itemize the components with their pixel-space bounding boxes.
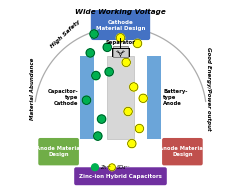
Circle shape	[133, 39, 142, 48]
Circle shape	[135, 124, 144, 133]
Circle shape	[130, 83, 138, 91]
Circle shape	[92, 164, 98, 171]
Text: Cathode
Material Design: Cathode Material Design	[96, 19, 145, 31]
Bar	[107, 56, 134, 139]
Circle shape	[92, 71, 100, 80]
Text: Zinc-ion Hybrid Capacitors: Zinc-ion Hybrid Capacitors	[79, 174, 162, 179]
Circle shape	[97, 115, 106, 123]
Circle shape	[109, 164, 115, 171]
Text: Zn²⁺: Zn²⁺	[100, 165, 111, 170]
Circle shape	[103, 43, 111, 51]
Text: Anode Material
Design: Anode Material Design	[36, 146, 81, 157]
FancyBboxPatch shape	[74, 167, 167, 185]
Text: Battery-
type
Anode: Battery- type Anode	[163, 89, 187, 106]
Bar	[147, 56, 161, 139]
Circle shape	[90, 30, 98, 38]
Circle shape	[86, 49, 94, 57]
Circle shape	[139, 94, 147, 102]
Text: Capacitor-
type
Cathode: Capacitor- type Cathode	[47, 89, 78, 106]
Text: Material Abundance: Material Abundance	[30, 58, 35, 120]
Text: Wide Working Voltage: Wide Working Voltage	[75, 9, 166, 15]
Circle shape	[82, 96, 91, 104]
FancyBboxPatch shape	[38, 138, 79, 165]
Circle shape	[105, 68, 113, 76]
Text: High Safety: High Safety	[50, 19, 81, 49]
FancyBboxPatch shape	[91, 10, 150, 40]
Text: Anode Material
Design: Anode Material Design	[160, 146, 205, 157]
Circle shape	[116, 34, 125, 42]
FancyBboxPatch shape	[162, 138, 203, 165]
Bar	[80, 56, 94, 139]
Text: Good Energy/Power output: Good Energy/Power output	[206, 47, 211, 131]
FancyBboxPatch shape	[113, 46, 128, 57]
Circle shape	[94, 132, 102, 140]
Circle shape	[124, 107, 132, 116]
Text: SO₄²⁻: SO₄²⁻	[117, 165, 130, 170]
Circle shape	[122, 58, 130, 67]
Text: Separator: Separator	[106, 40, 135, 45]
Circle shape	[128, 139, 136, 148]
